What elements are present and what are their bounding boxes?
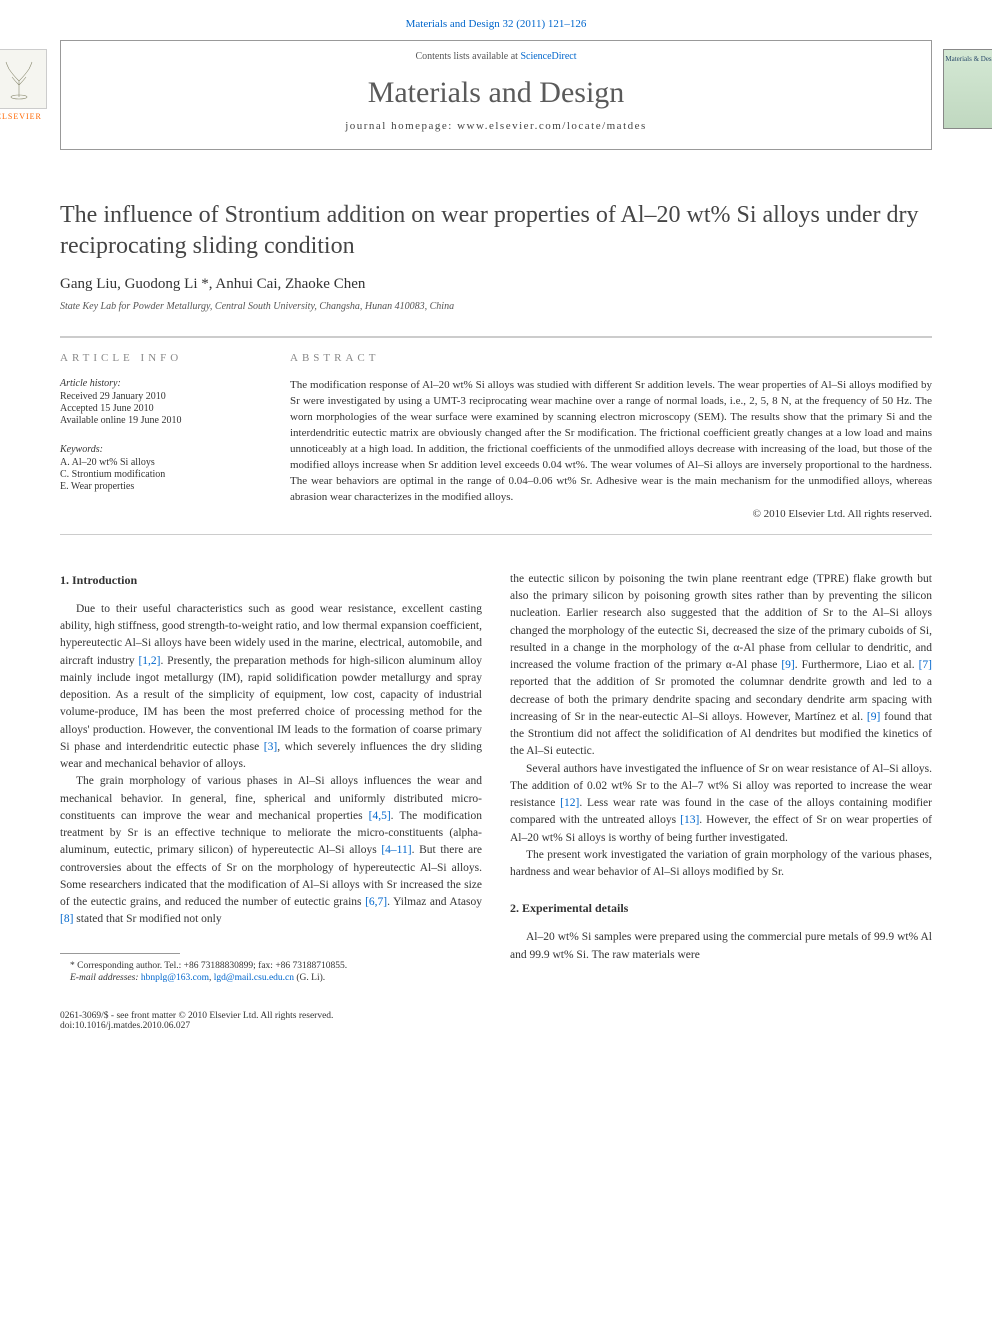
- history-label: Article history:: [60, 378, 270, 389]
- history-item: Received 29 January 2010: [60, 391, 270, 402]
- citation[interactable]: [7]: [919, 659, 932, 671]
- journal-header: ELSEVIER Materials & Design Contents lis…: [60, 40, 932, 150]
- abstract-col: ABSTRACT The modification response of Al…: [290, 337, 932, 520]
- abstract-heading: ABSTRACT: [290, 352, 932, 364]
- contents-available: Contents lists available at ScienceDirec…: [73, 51, 919, 62]
- sciencedirect-link[interactable]: ScienceDirect: [520, 51, 576, 62]
- left-column: 1. Introduction Due to their useful char…: [60, 571, 482, 985]
- article-title: The influence of Strontium addition on w…: [60, 200, 932, 262]
- history-item: Available online 19 June 2010: [60, 415, 270, 426]
- authors: Gang Liu, Guodong Li *, Anhui Cai, Zhaok…: [60, 276, 932, 293]
- elsevier-logo: ELSEVIER: [0, 49, 49, 125]
- email-footnote: E-mail addresses: hbnplg@163.com, lgd@ma…: [60, 972, 482, 985]
- article-info-col: ARTICLE INFO Article history: Received 2…: [60, 337, 290, 520]
- author-list: Gang Liu, Guodong Li *, Anhui Cai, Zhaok…: [60, 276, 365, 292]
- info-abstract-row: ARTICLE INFO Article history: Received 2…: [60, 336, 932, 535]
- section-heading-intro: 1. Introduction: [60, 571, 482, 589]
- keywords-label: Keywords:: [60, 444, 270, 455]
- cover-title: Materials & Design: [945, 56, 992, 64]
- footnote-rule: [60, 953, 180, 954]
- citation[interactable]: [4–11]: [381, 844, 411, 856]
- paragraph: The present work investigated the variat…: [510, 847, 932, 882]
- journal-homepage: journal homepage: www.elsevier.com/locat…: [73, 120, 919, 132]
- contents-text: Contents lists available at: [415, 51, 520, 62]
- email-label: E-mail addresses:: [70, 973, 141, 983]
- journal-name: Materials and Design: [73, 76, 919, 110]
- citation[interactable]: [9]: [781, 659, 794, 671]
- journal-reference: Materials and Design 32 (2011) 121–126: [0, 0, 992, 40]
- email-link-1[interactable]: hbnplg@163.com: [141, 973, 209, 983]
- body-columns: 1. Introduction Due to their useful char…: [60, 571, 932, 985]
- citation[interactable]: [12]: [560, 797, 579, 809]
- affiliation: State Key Lab for Powder Metallurgy, Cen…: [60, 301, 932, 312]
- footer-line-1: 0261-3069/$ - see front matter © 2010 El…: [60, 1011, 932, 1021]
- paragraph: the eutectic silicon by poisoning the tw…: [510, 571, 932, 761]
- abstract-copyright: © 2010 Elsevier Ltd. All rights reserved…: [290, 508, 932, 520]
- abstract-text: The modification response of Al–20 wt% S…: [290, 378, 932, 506]
- keyword-item: A. Al–20 wt% Si alloys: [60, 457, 270, 468]
- section-heading-experimental: 2. Experimental details: [510, 899, 932, 917]
- email-tail: (G. Li).: [294, 973, 325, 983]
- paragraph: Al–20 wt% Si samples were prepared using…: [510, 929, 932, 964]
- keyword-item: C. Strontium modification: [60, 469, 270, 480]
- paragraph: Several authors have investigated the in…: [510, 761, 932, 847]
- citation[interactable]: [6,7]: [365, 896, 387, 908]
- article-info-heading: ARTICLE INFO: [60, 352, 270, 364]
- elsevier-tree-icon: [0, 49, 47, 109]
- paragraph: The grain morphology of various phases i…: [60, 773, 482, 928]
- citation[interactable]: [9]: [867, 711, 880, 723]
- corresponding-footnote: * Corresponding author. Tel.: +86 731888…: [60, 960, 482, 973]
- email-link-2[interactable]: lgd@mail.csu.edu.cn: [214, 973, 294, 983]
- footer-doi: doi:10.1016/j.matdes.2010.06.027: [60, 1021, 932, 1031]
- citation[interactable]: [1,2]: [138, 655, 160, 667]
- paragraph: Due to their useful characteristics such…: [60, 601, 482, 774]
- right-column: the eutectic silicon by poisoning the tw…: [510, 571, 932, 985]
- history-item: Accepted 15 June 2010: [60, 403, 270, 414]
- keyword-item: E. Wear properties: [60, 481, 270, 492]
- page-footer: 0261-3069/$ - see front matter © 2010 El…: [60, 1011, 932, 1031]
- citation[interactable]: [13]: [680, 814, 699, 826]
- citation[interactable]: [8]: [60, 913, 73, 925]
- citation[interactable]: [3]: [264, 741, 277, 753]
- citation[interactable]: [4,5]: [369, 810, 391, 822]
- elsevier-label: ELSEVIER: [0, 112, 42, 121]
- journal-cover-thumb: Materials & Design: [943, 49, 992, 129]
